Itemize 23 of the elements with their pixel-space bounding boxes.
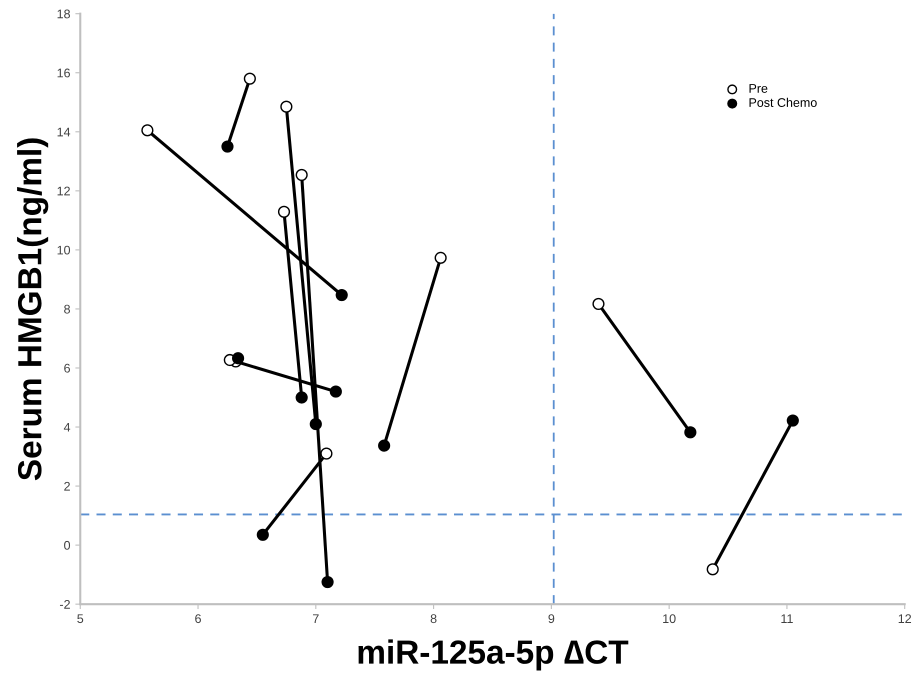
x-tick-label: 7: [312, 614, 319, 623]
y-tick-label: 16: [58, 68, 70, 78]
y-tick-label: 10: [58, 246, 70, 255]
y-tick-label: 18: [58, 10, 70, 18]
x-tick-label: 11: [781, 614, 793, 623]
y-tick-label: 12: [58, 186, 70, 196]
y-axis-title: Serum HMGB1(ng/ml): [17, 138, 48, 480]
x-tick-label: 12: [898, 614, 912, 623]
legend-label: Pre: [750, 84, 768, 93]
y-tick-label: -2: [60, 600, 70, 609]
y-tick-label: 2: [64, 482, 70, 491]
x-tick-label: 5: [77, 614, 84, 624]
x-tick-label: 9: [548, 614, 554, 624]
x-tick-label: 6: [195, 614, 201, 624]
y-tick-label: 4: [64, 422, 70, 432]
y-tick-label: 0: [64, 540, 70, 550]
x-axis-title: miR-125a-5p ∆CT: [358, 639, 628, 671]
y-tick-label: 8: [64, 304, 70, 314]
y-tick-label: 6: [64, 364, 70, 373]
x-tick-label: 10: [663, 614, 676, 624]
y-tick-label: 14: [58, 128, 70, 136]
x-tick-label: 8: [430, 614, 437, 624]
legend-label: Post Chemo: [750, 98, 817, 107]
